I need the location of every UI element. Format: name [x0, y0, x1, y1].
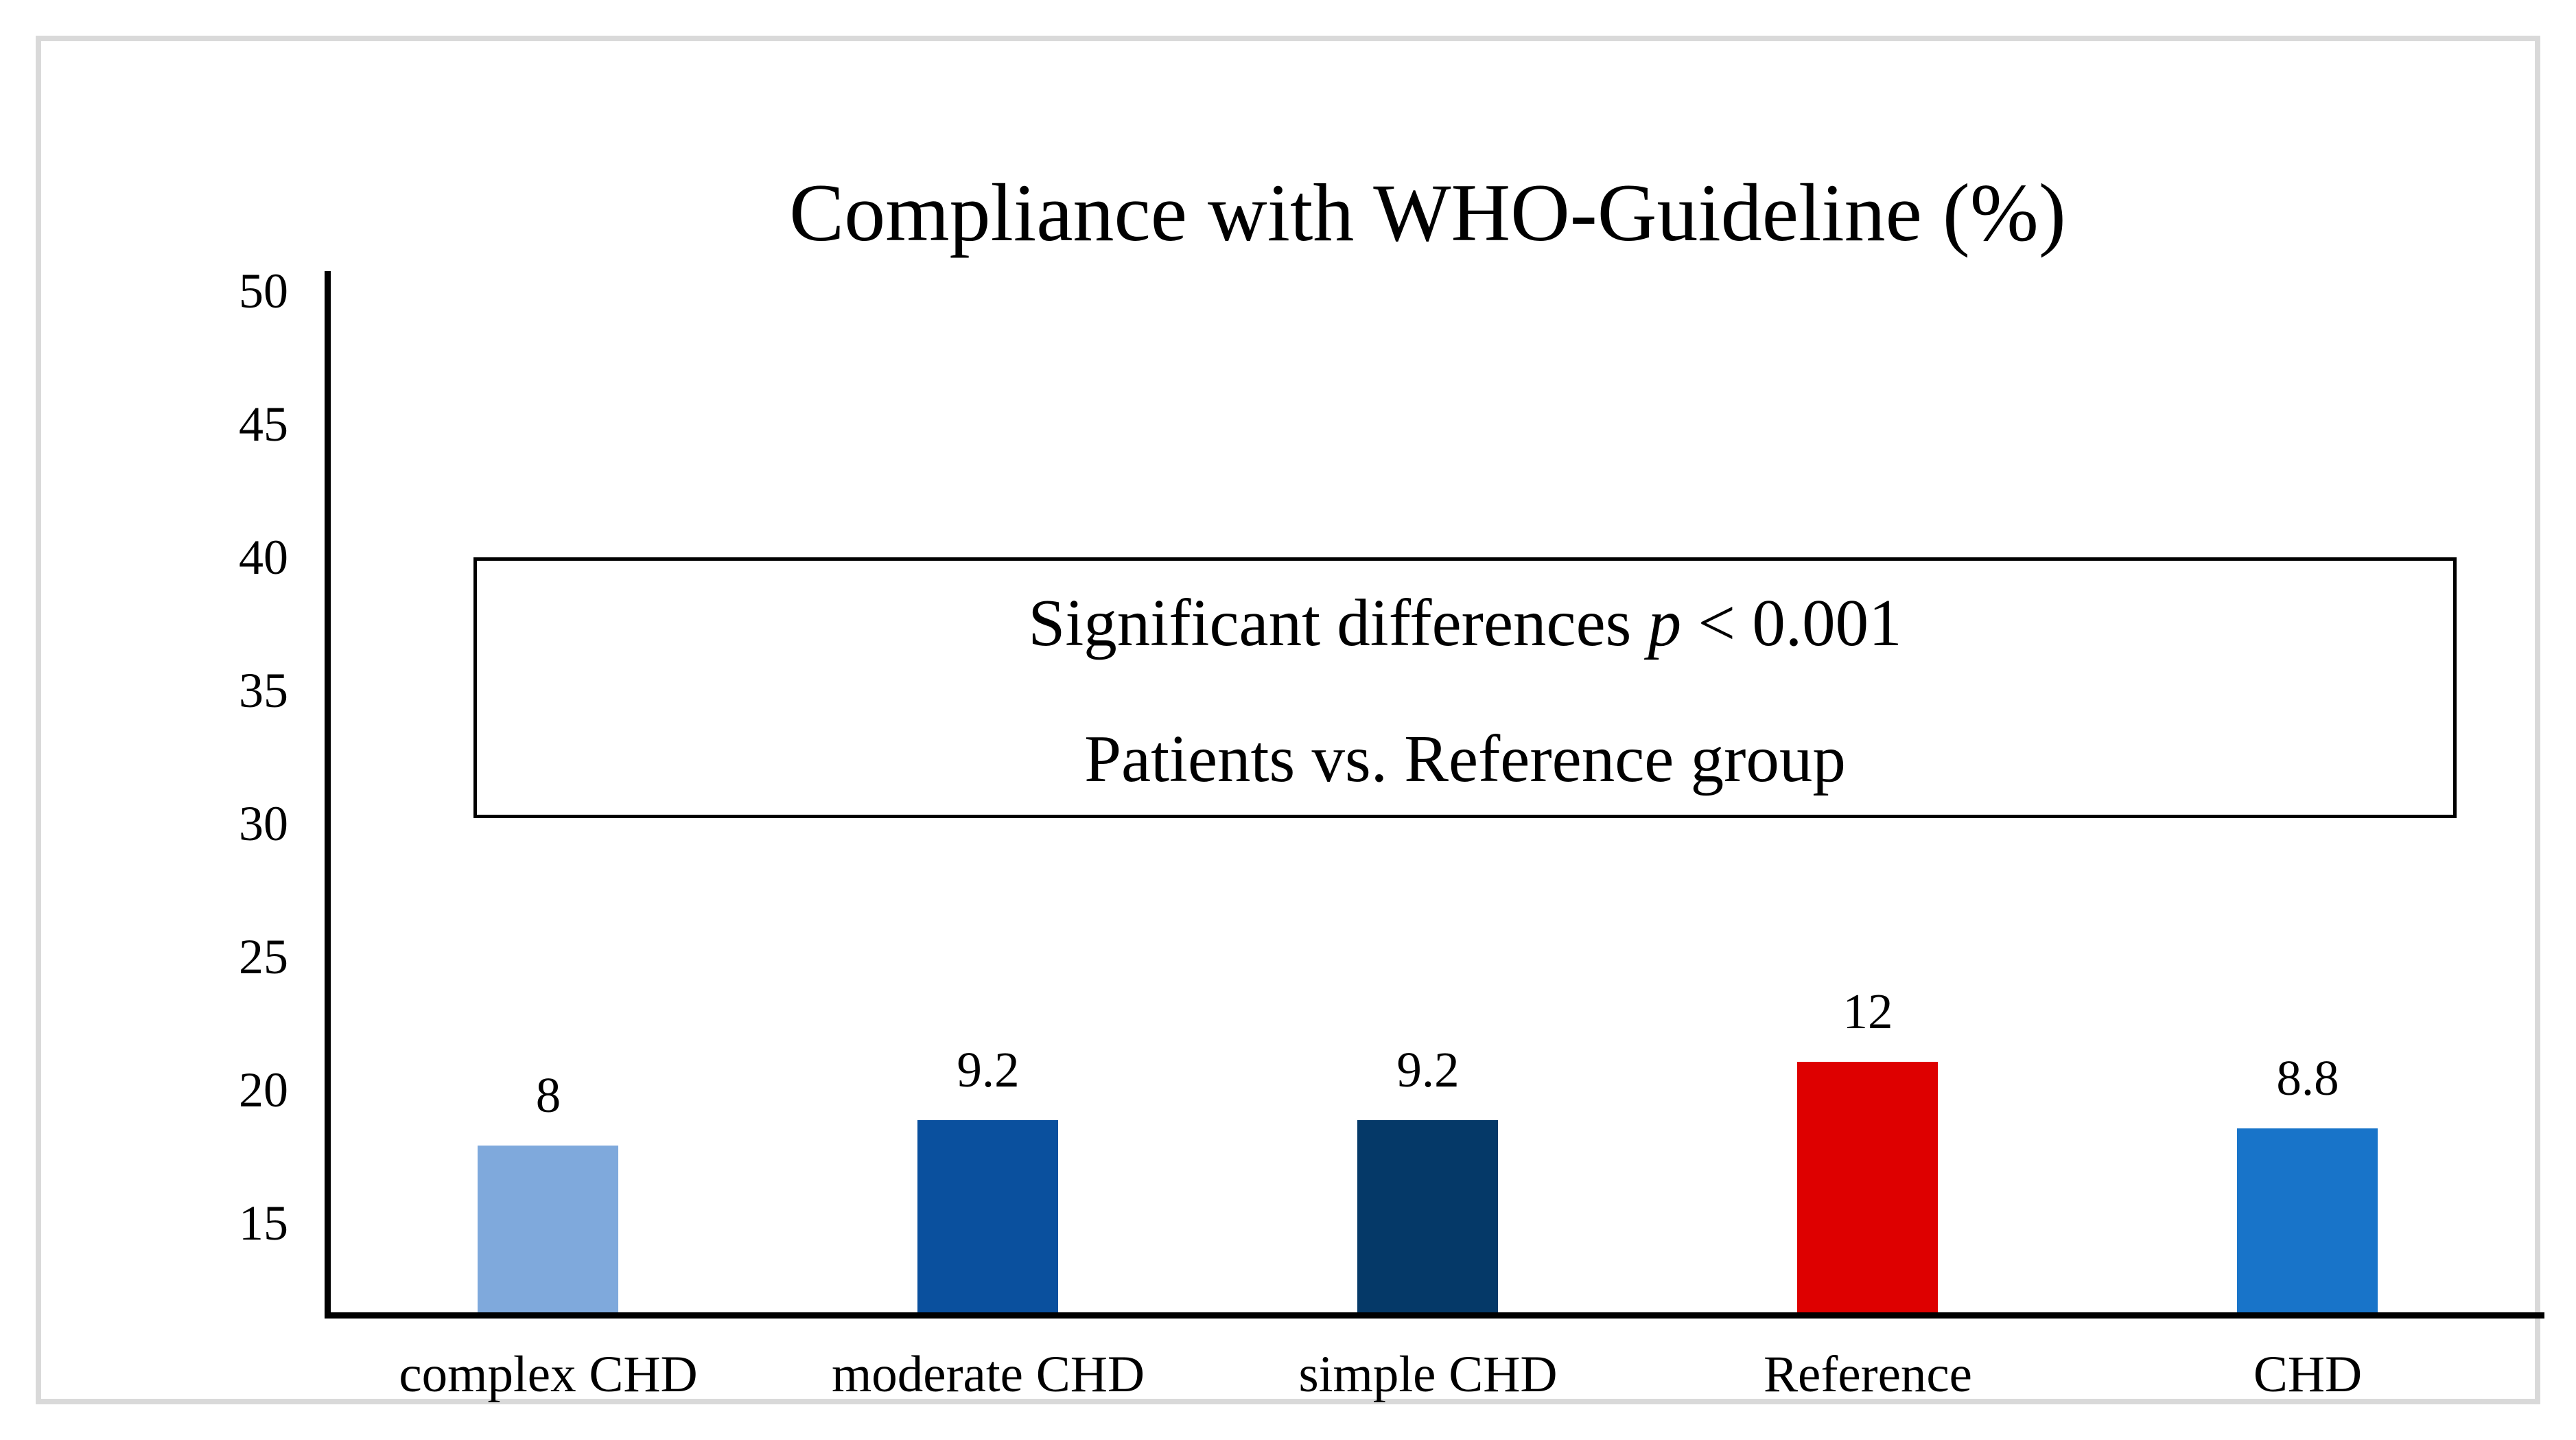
bar-value-label: 8 — [535, 1067, 561, 1123]
y-tick-label: 30 — [239, 796, 288, 851]
bar-complex-chd — [478, 1146, 618, 1312]
bar-value-label: 12 — [1842, 984, 1893, 1039]
chart-frame: Compliance with WHO-Guideline (%) 50 45 40… — [36, 36, 2544, 1404]
x-category-label: Reference — [1764, 1346, 1972, 1403]
annotation-box: Significant differences p < 0.001 Patien… — [473, 557, 2457, 818]
y-tick-label: 50 — [239, 264, 288, 318]
y-tick-label: 35 — [239, 663, 288, 718]
x-category-label: complex CHD — [399, 1346, 698, 1403]
y-tick-label: 25 — [239, 929, 288, 984]
bar-simple-chd — [1357, 1120, 1498, 1312]
annotation-line-1-pre: Significant differences — [1028, 586, 1648, 660]
bar-value-label: 9.2 — [1396, 1042, 1460, 1098]
bar-chd — [2237, 1128, 2378, 1312]
y-tick-label: 40 — [239, 530, 288, 585]
annotation-line-1: Significant differences p < 0.001 — [1028, 588, 1901, 658]
y-tick-label: 15 — [239, 1196, 288, 1251]
annotation-line-2: Patients vs. Reference group — [1084, 722, 1846, 796]
y-tick-label: 45 — [239, 397, 288, 452]
x-category-label: simple CHD — [1298, 1346, 1558, 1403]
x-category-label: moderate CHD — [831, 1346, 1145, 1403]
bar-value-label: 9.2 — [957, 1042, 1020, 1098]
y-tick-label: 20 — [239, 1062, 288, 1117]
chart-title: Compliance with WHO-Guideline (%) — [789, 167, 2066, 258]
annotation-p-italic: p — [1648, 586, 1682, 660]
bar-reference — [1797, 1062, 1938, 1312]
bar-value-label: 8.8 — [2276, 1050, 2339, 1106]
annotation-line-1-post: < 0.001 — [1681, 586, 1902, 660]
x-axis-line — [325, 1312, 2544, 1319]
y-axis-line — [325, 271, 331, 1319]
x-category-label: CHD — [2253, 1346, 2363, 1403]
bar-moderate-chd — [917, 1120, 1058, 1312]
